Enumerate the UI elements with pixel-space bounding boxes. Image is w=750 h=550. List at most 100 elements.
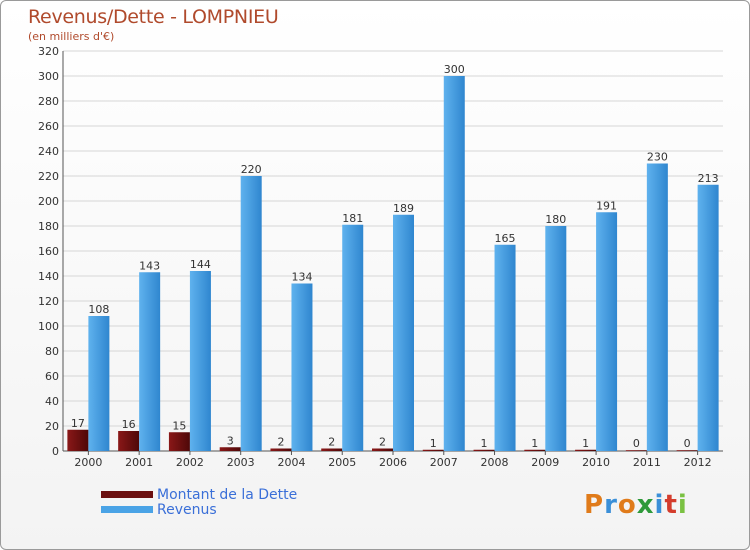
bar-revenus: [291, 283, 313, 451]
data-label-dette: 2: [328, 436, 335, 449]
logo-letter: i: [654, 490, 665, 520]
data-label-dette: 1: [582, 437, 589, 450]
data-label-revenus: 230: [647, 151, 668, 164]
bar-revenus: [240, 176, 262, 451]
y-tick-label: 260: [38, 120, 59, 133]
bar-revenus: [697, 184, 719, 451]
y-tick-label: 160: [38, 245, 59, 258]
y-tick-label: 280: [38, 95, 59, 108]
bar-dette: [321, 448, 343, 451]
x-tick-label: 2008: [481, 456, 509, 469]
bar-dette: [524, 449, 546, 451]
y-tick-label: 20: [45, 420, 59, 433]
x-tick-label: 2006: [379, 456, 407, 469]
logo-letter: o: [617, 490, 637, 520]
bar-revenus: [189, 271, 211, 451]
y-tick-label: 120: [38, 295, 59, 308]
x-tick-label: 2010: [582, 456, 610, 469]
data-label-dette: 2: [379, 436, 386, 449]
bar-dette: [219, 447, 241, 451]
data-label-revenus: 143: [139, 259, 160, 272]
data-label-dette: 16: [122, 418, 136, 431]
y-tick-label: 0: [52, 445, 59, 458]
x-tick-label: 2012: [684, 456, 712, 469]
data-label-revenus: 165: [495, 232, 516, 245]
legend-item-revenus: Revenus: [101, 501, 297, 518]
bar-revenus: [443, 76, 465, 451]
bar-dette: [270, 448, 292, 451]
bar-revenus: [342, 224, 364, 451]
data-label-revenus: 191: [596, 199, 617, 212]
data-label-dette: 1: [481, 437, 488, 450]
x-tick-label: 2004: [277, 456, 305, 469]
y-tick-label: 200: [38, 195, 59, 208]
bar-revenus: [494, 244, 516, 451]
data-label-revenus: 134: [291, 271, 312, 284]
bar-revenus: [596, 212, 618, 451]
data-label-dette: 3: [227, 434, 234, 447]
logo-letter: r: [604, 490, 618, 520]
bar-dette: [168, 432, 190, 451]
bar-dette: [118, 431, 140, 451]
data-label-dette: 0: [633, 437, 640, 450]
data-label-dette: 15: [172, 419, 186, 432]
y-tick-label: 220: [38, 170, 59, 183]
bar-dette: [625, 450, 647, 451]
data-label-dette: 1: [531, 437, 538, 450]
x-tick-label: 2003: [227, 456, 255, 469]
y-tick-label: 80: [45, 345, 59, 358]
data-label-dette: 1: [430, 437, 437, 450]
legend: Montant de la Dette Revenus: [101, 486, 298, 518]
x-tick-label: 2005: [328, 456, 356, 469]
chart-subtitle: (en milliers d'€): [28, 30, 115, 43]
y-tick-label: 100: [38, 320, 59, 333]
data-label-revenus: 144: [190, 258, 211, 271]
bar-revenus: [88, 316, 110, 451]
data-label-revenus: 300: [444, 63, 465, 76]
bar-dette: [67, 429, 89, 451]
logo-letter: t: [664, 490, 678, 520]
bar-revenus: [545, 226, 567, 451]
x-tick-label: 2000: [74, 456, 102, 469]
y-tick-label: 40: [45, 395, 59, 408]
x-tick-label: 2009: [531, 456, 559, 469]
y-tick-label: 300: [38, 70, 59, 83]
bar-dette: [422, 449, 444, 451]
data-label-revenus: 213: [698, 172, 719, 185]
data-label-revenus: 189: [393, 202, 414, 215]
bar-dette: [372, 448, 393, 451]
bar-dette: [575, 449, 597, 451]
y-tick-label: 180: [38, 220, 59, 233]
proxiti-logo: Proxiti: [584, 490, 688, 520]
bar-revenus: [139, 272, 161, 451]
y-tick-label: 320: [38, 45, 59, 58]
bar-dette: [473, 449, 495, 451]
y-tick-label: 140: [38, 270, 59, 283]
y-tick-label: 60: [45, 370, 59, 383]
data-label-revenus: 220: [241, 163, 262, 176]
x-tick-label: 2007: [430, 456, 458, 469]
x-tick-label: 2011: [633, 456, 661, 469]
data-label-dette: 2: [277, 436, 284, 449]
bar-revenus: [646, 163, 668, 451]
logo-letter: x: [636, 490, 655, 520]
x-tick-label: 2002: [176, 456, 204, 469]
legend-swatch-dette: [101, 491, 153, 498]
data-label-dette: 0: [684, 437, 691, 450]
data-label-revenus: 108: [88, 303, 109, 316]
y-tick-label: 240: [38, 145, 59, 158]
legend-item-dette: Montant de la Dette: [101, 486, 298, 503]
chart-title: Revenus/Dette - LOMPNIEU: [28, 6, 279, 28]
data-label-revenus: 181: [342, 212, 363, 225]
data-label-revenus: 180: [545, 213, 566, 226]
x-tick-label: 2001: [125, 456, 153, 469]
logo-letter: i: [677, 490, 688, 520]
legend-swatch-revenus: [101, 506, 153, 513]
logo-letter: P: [584, 490, 605, 520]
legend-label-dette: Montant de la Dette: [157, 486, 298, 503]
legend-label-revenus: Revenus: [157, 501, 217, 518]
bar-dette: [676, 450, 698, 451]
data-label-dette: 17: [71, 417, 85, 430]
